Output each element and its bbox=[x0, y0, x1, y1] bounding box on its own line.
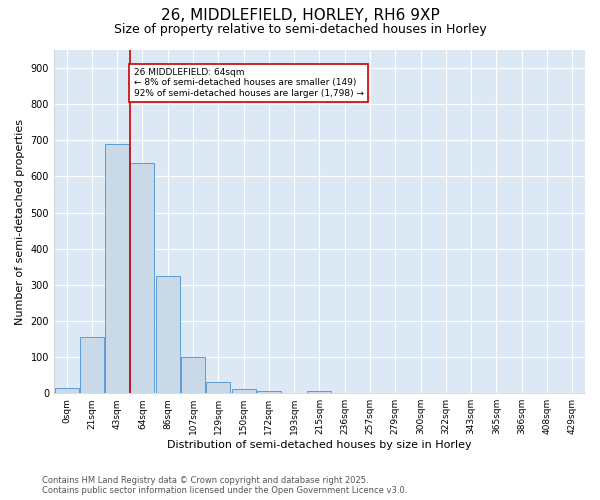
Text: Size of property relative to semi-detached houses in Horley: Size of property relative to semi-detach… bbox=[113, 22, 487, 36]
Text: 26 MIDDLEFIELD: 64sqm
← 8% of semi-detached houses are smaller (149)
92% of semi: 26 MIDDLEFIELD: 64sqm ← 8% of semi-detac… bbox=[134, 68, 364, 98]
X-axis label: Distribution of semi-detached houses by size in Horley: Distribution of semi-detached houses by … bbox=[167, 440, 472, 450]
Bar bbox=[206, 382, 230, 393]
Bar bbox=[307, 391, 331, 393]
Bar bbox=[105, 144, 129, 393]
Bar bbox=[257, 392, 281, 393]
Bar bbox=[55, 388, 79, 393]
Bar bbox=[232, 389, 256, 393]
Y-axis label: Number of semi-detached properties: Number of semi-detached properties bbox=[15, 118, 25, 324]
Bar bbox=[80, 337, 104, 393]
Bar bbox=[130, 162, 154, 393]
Text: Contains HM Land Registry data © Crown copyright and database right 2025.
Contai: Contains HM Land Registry data © Crown c… bbox=[42, 476, 407, 495]
Bar bbox=[181, 357, 205, 393]
Text: 26, MIDDLEFIELD, HORLEY, RH6 9XP: 26, MIDDLEFIELD, HORLEY, RH6 9XP bbox=[161, 8, 439, 22]
Bar bbox=[156, 276, 180, 393]
